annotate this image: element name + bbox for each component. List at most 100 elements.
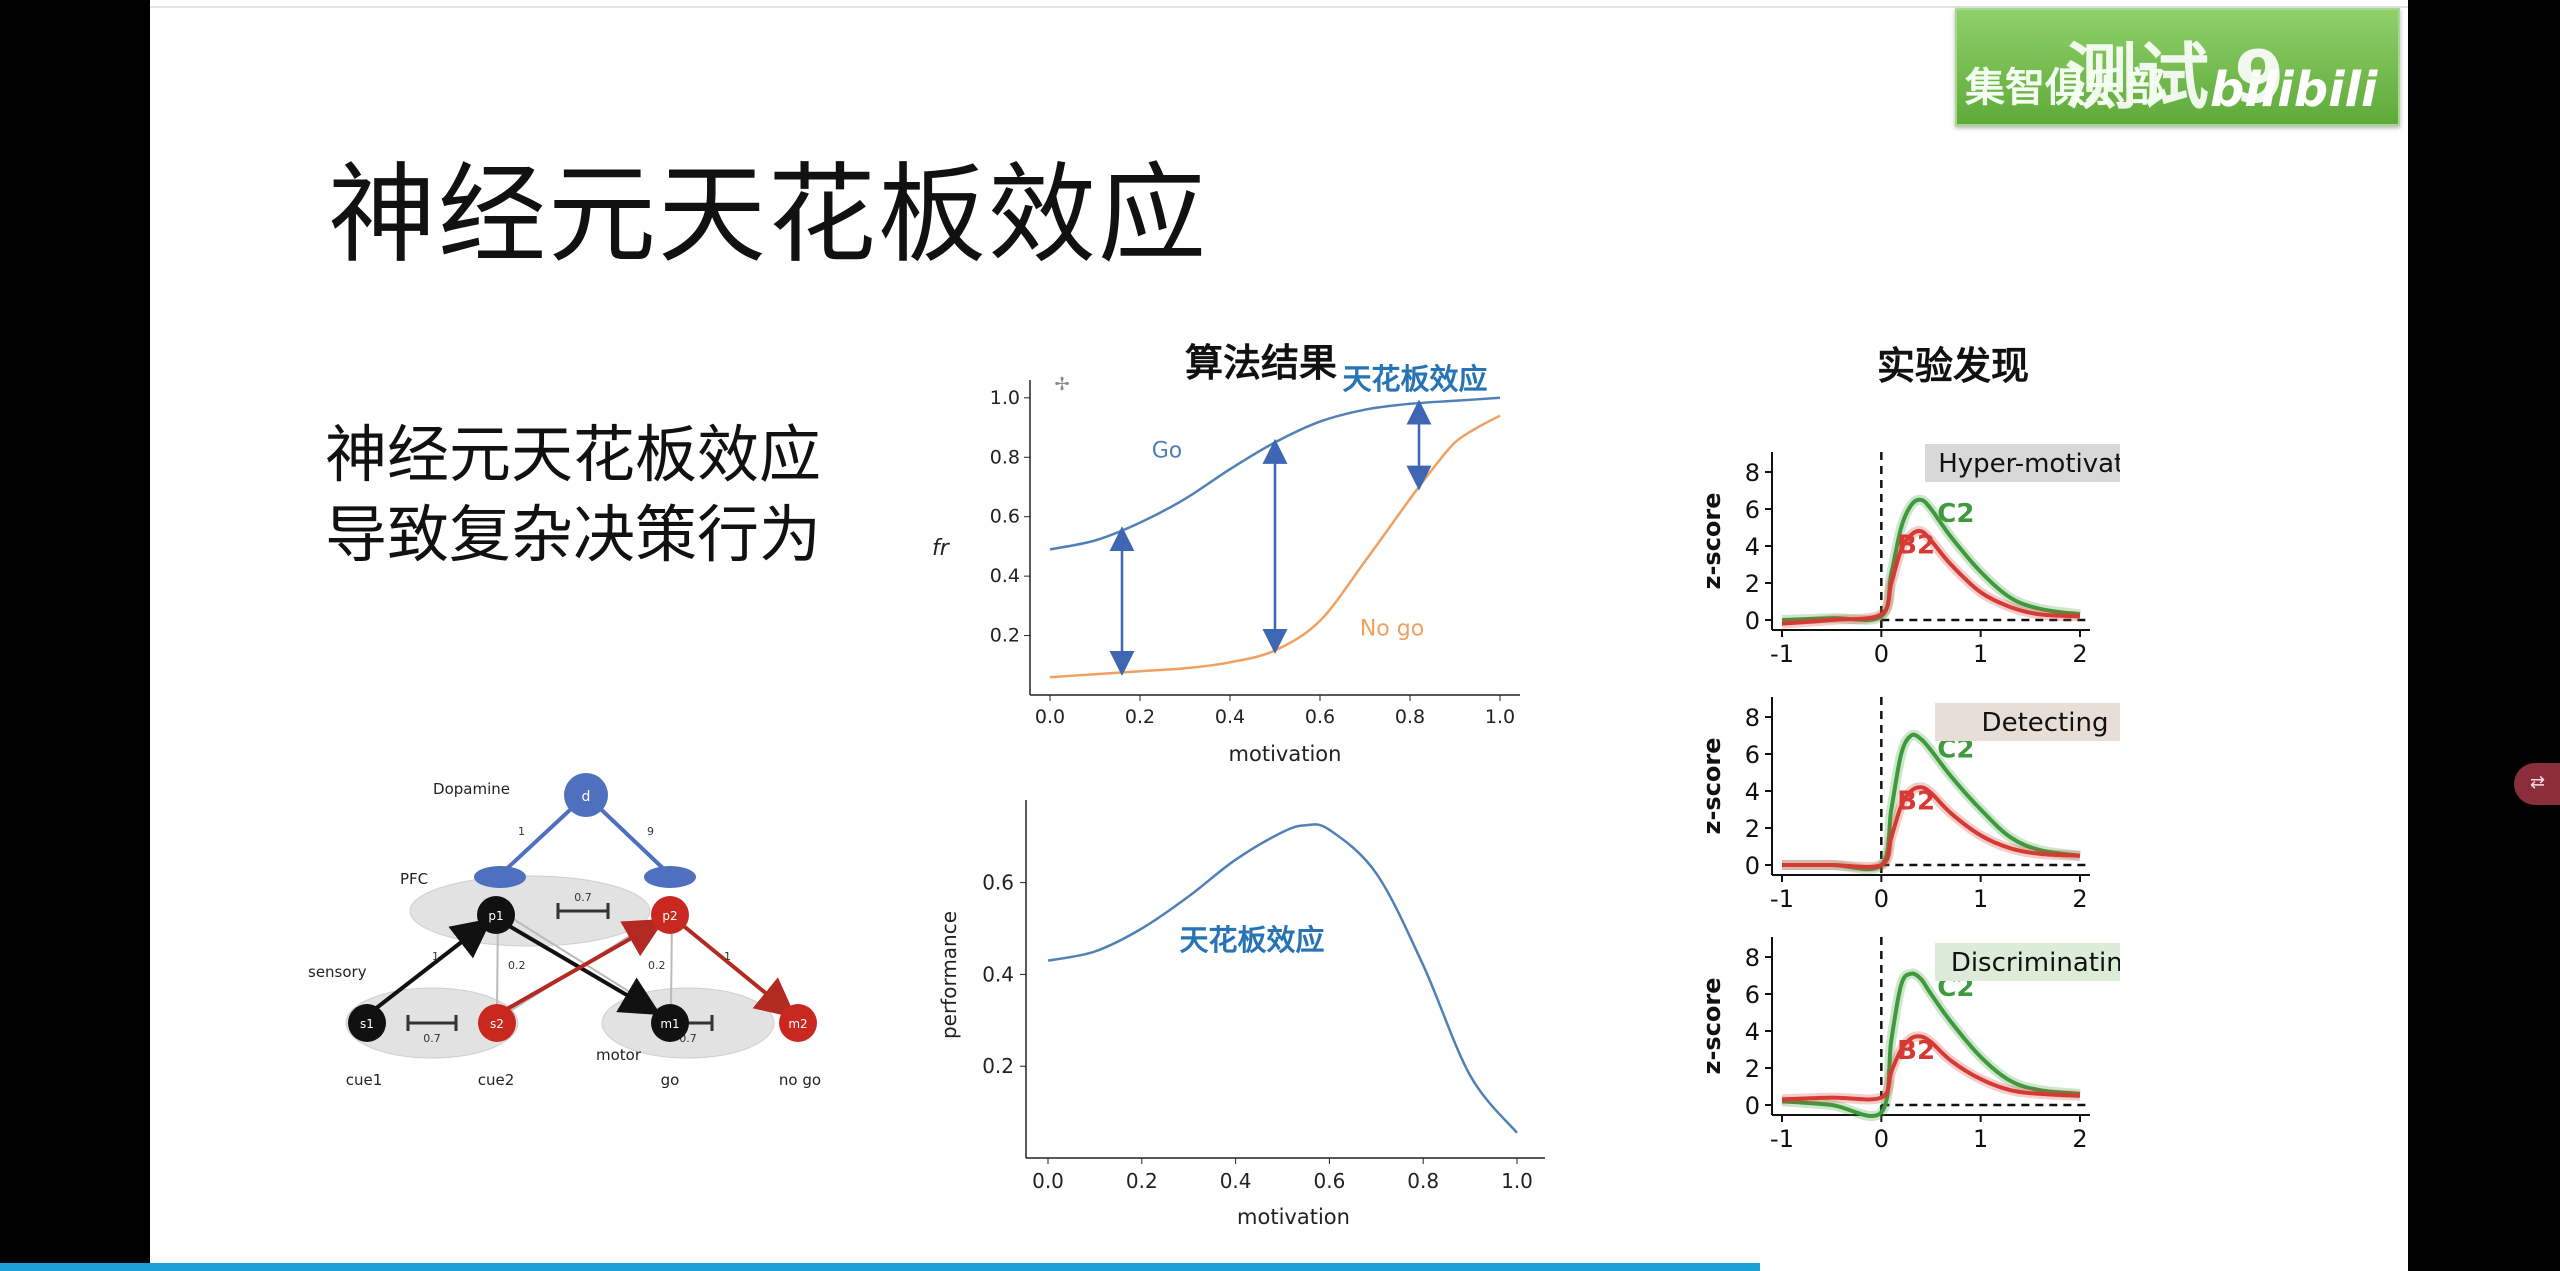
y-tick-label: 0.8	[990, 446, 1020, 468]
x-tick-label: 2	[2072, 1125, 2087, 1153]
x-tick-label: 1	[1973, 1125, 1988, 1153]
series-line-c2	[1781, 971, 2081, 1119]
series-line-b2	[1781, 1034, 2081, 1102]
node-p1	[477, 896, 515, 934]
translate-icon[interactable]: ⇄	[2530, 772, 2546, 793]
x-tick-label: 1	[1973, 640, 1988, 668]
weight-pfc-inhib: 0.7	[574, 891, 592, 904]
series-label-b2: B2	[1897, 1036, 1935, 1066]
experiment-findings-title: 实验发现	[1877, 344, 2030, 388]
weight-s2p1: 0.2	[508, 959, 526, 972]
x-tick-label: 0.0	[1032, 1169, 1064, 1193]
node-d-label: d	[582, 789, 591, 805]
node-s2	[478, 1004, 516, 1042]
node-m2	[779, 1004, 817, 1042]
y-tick-label: 6	[1745, 981, 1760, 1009]
condition-label-box	[1935, 943, 2120, 981]
slide-title: 神经元天花板效应	[328, 153, 1209, 278]
x-tick-label: 0	[1874, 885, 1889, 913]
weight-sens-inhib: 0.7	[423, 1032, 441, 1045]
y-tick-label: 0.2	[990, 625, 1020, 647]
pfc-label: PFC	[400, 870, 428, 888]
chart-performance: 0.0 0.2 0.4 0.6 0.8 1.0 0.2 0.4 0.6 motivation per…	[937, 800, 1545, 1229]
legend-go: Go	[1152, 438, 1183, 463]
y-tick-label: 8	[1745, 459, 1760, 487]
weight-s1p1: 1	[432, 950, 439, 963]
watermark-bilibili: bilibili	[2210, 62, 2378, 118]
dopamine-label: Dopamine	[433, 780, 510, 798]
y-tick-label: 6	[1745, 741, 1760, 769]
watermark-test-label: 测试 9	[2065, 35, 2285, 119]
subtitle-line-2: 导致复杂决策行为	[325, 498, 822, 571]
cursor-icon: ✢	[1054, 374, 1069, 395]
y-tick-label: 6	[1745, 496, 1760, 524]
x-tick-label: 0.6	[1305, 706, 1335, 728]
x-tick-label: 2	[2072, 885, 2087, 913]
chart-firing-rate: 0.0 0.2 0.4 0.6 0.8 1.0 0.2 0.4 0.6 0.8 1.0 motivat…	[932, 362, 1520, 766]
top-divider	[150, 6, 2408, 8]
condition-label: Hyper-motivated	[1938, 449, 2120, 479]
cue2-label: cue2	[478, 1071, 515, 1089]
x-tick-label: 0	[1874, 1125, 1889, 1153]
x-axis-label: motivation	[1237, 1205, 1350, 1229]
x-tick-label: -1	[1770, 1125, 1794, 1153]
x-tick-label: 0.4	[1215, 706, 1245, 728]
series-line-nogo	[1049, 414, 1501, 679]
condition-label-box	[1935, 703, 2120, 741]
y-tick-label: 0.4	[990, 565, 1020, 587]
y-tick-label: 4	[1745, 533, 1760, 561]
algo-results-title: 算法结果	[1185, 341, 1338, 385]
watermark-logo	[1955, 8, 2400, 126]
y-tick-label: 2	[1745, 1055, 1760, 1083]
y-axis-label: z-score	[1698, 737, 1726, 834]
y-tick-label: 8	[1745, 704, 1760, 732]
y-tick-label: 4	[1745, 778, 1760, 806]
y-tick-label: 2	[1745, 815, 1760, 843]
node-m1-label: m1	[660, 1017, 679, 1031]
y-tick-label: 0	[1745, 607, 1760, 635]
weight-w1: 1	[518, 825, 525, 838]
y-tick-label: 4	[1745, 1018, 1760, 1046]
x-tick-label: 0.2	[1125, 706, 1155, 728]
x-tick-label: 2	[2072, 640, 2087, 668]
condition-label-box	[1925, 444, 2120, 482]
node-m1	[651, 1004, 689, 1042]
x-tick-label: -1	[1770, 885, 1794, 913]
series-label-c2: C2	[1937, 499, 1974, 529]
node-p2-label: p2	[662, 909, 677, 923]
y-tick-label: 0.2	[982, 1054, 1014, 1078]
x-tick-label: 1	[1973, 885, 1988, 913]
series-line-b2	[1781, 528, 2081, 626]
x-tick-label: 0	[1874, 640, 1889, 668]
dopamine-receptor-left	[474, 866, 526, 888]
subtitle-line-1: 神经元天花板效应	[325, 418, 822, 491]
x-tick-label: 0.0	[1035, 706, 1065, 728]
node-p2	[651, 896, 689, 934]
y-tick-label: 2	[1745, 570, 1760, 598]
weight-m2p2: 1	[724, 950, 731, 963]
no-go-label: no go	[779, 1071, 821, 1089]
node-s1-label: s1	[360, 1017, 374, 1031]
video-progress-bar[interactable]	[0, 1263, 1760, 1271]
x-tick-label: 0.8	[1395, 706, 1425, 728]
y-axis-label: performance	[937, 911, 961, 1039]
side-float-button[interactable]	[2514, 763, 2560, 805]
y-tick-label: 1.0	[990, 387, 1020, 409]
slide-subtitle: 神经元天花板效应 导致复杂决策行为	[325, 415, 821, 575]
node-p1-label: p1	[488, 909, 503, 923]
node-s2-label: s2	[490, 1017, 504, 1031]
watermark-org-name: 集智俱乐部	[1965, 65, 2165, 111]
x-tick-label: -1	[1770, 640, 1794, 668]
x-tick-label: 1.0	[1485, 706, 1515, 728]
sensory-label: sensory	[308, 963, 367, 981]
go-label: go	[661, 1071, 680, 1089]
y-axis-label: z-score	[1698, 492, 1726, 589]
series-label-b2: B2	[1897, 530, 1935, 560]
x-tick-label: 1.0	[1501, 1169, 1533, 1193]
series-label-b2: B2	[1897, 787, 1935, 817]
cue1-label: cue1	[346, 1071, 383, 1089]
x-tick-label: 0.6	[1313, 1169, 1345, 1193]
x-axis-label: motivation	[1229, 742, 1342, 766]
